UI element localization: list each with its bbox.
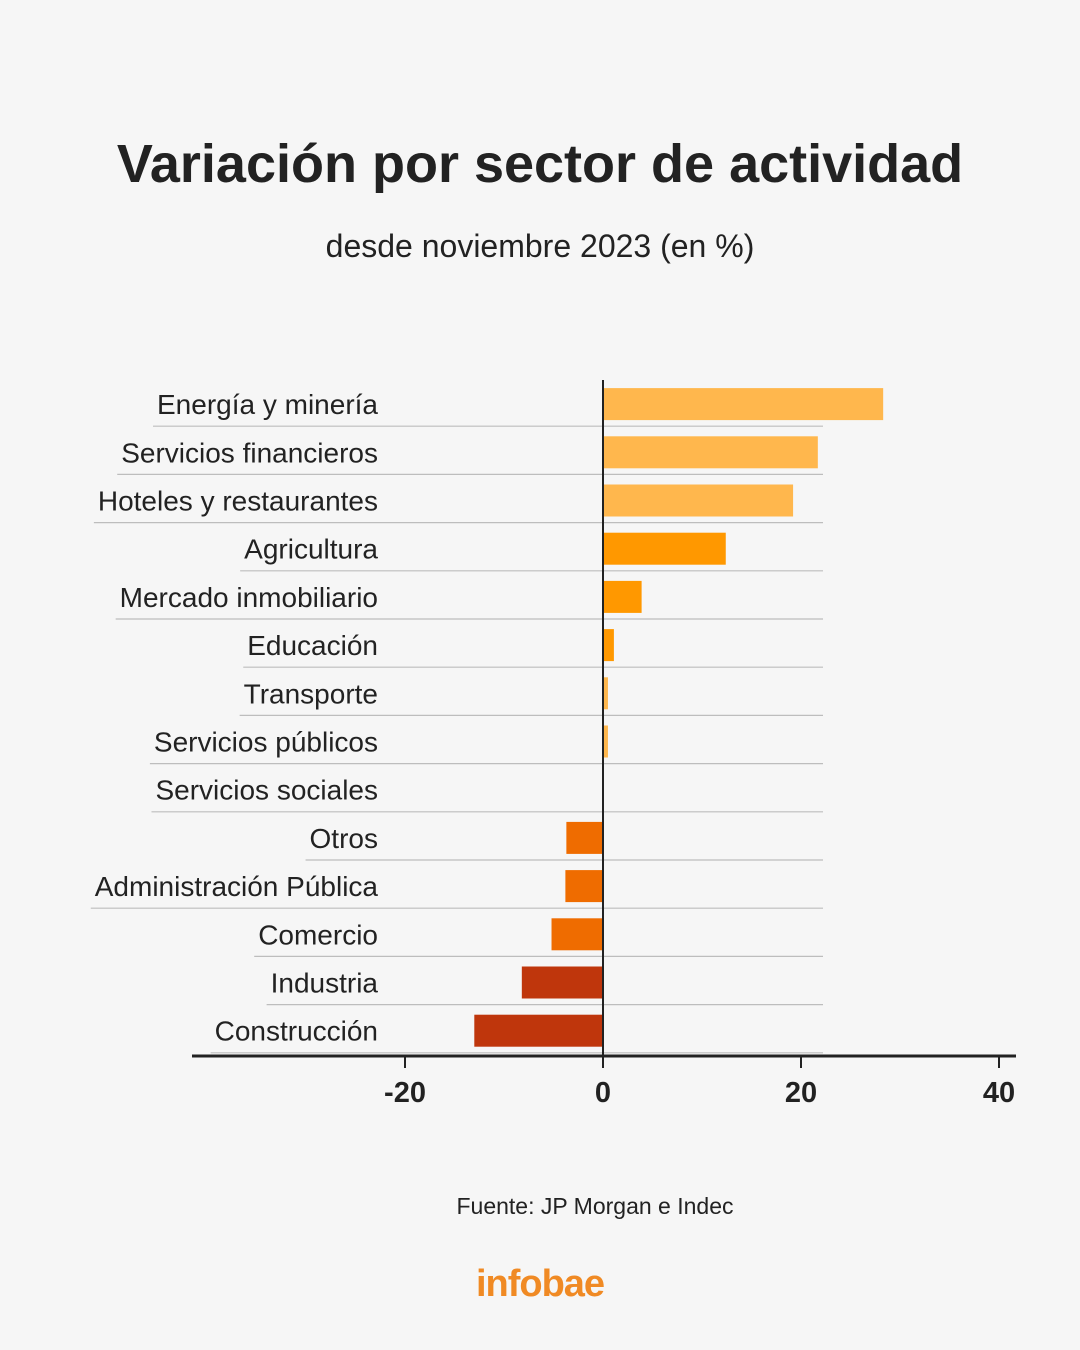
category-label: Otros [310, 823, 378, 854]
bar [603, 436, 818, 469]
category-label: Educación [247, 630, 378, 661]
bar [566, 821, 603, 854]
bar [551, 918, 603, 951]
x-tick-label: -20 [384, 1077, 426, 1109]
category-label: Servicios sociales [155, 775, 378, 806]
bar [603, 629, 614, 662]
bar [603, 532, 726, 565]
category-label: Mercado inmobiliario [120, 582, 378, 613]
bar [603, 388, 884, 421]
category-label: Servicios financieros [121, 437, 378, 468]
category-label: Comercio [258, 919, 378, 950]
chart-title: Variación por sector de actividad [116, 134, 964, 194]
infobae-logo: infobae [475, 1263, 605, 1305]
x-tick-label: 40 [983, 1077, 1015, 1109]
source-note: Fuente: JP Morgan e Indec [456, 1193, 734, 1219]
category-label: Hoteles y restaurantes [98, 486, 378, 517]
bar [603, 484, 794, 517]
category-label: Energía y minería [157, 389, 378, 420]
bar [603, 580, 642, 613]
bar [603, 725, 608, 758]
chart-subtitle: desde noviembre 2023 (en %) [325, 228, 755, 264]
category-label: Servicios públicos [154, 727, 378, 758]
bar [521, 966, 603, 999]
category-label: Industria [271, 968, 379, 999]
category-label: Construcción [215, 1016, 378, 1047]
x-tick-label: 0 [595, 1077, 611, 1109]
x-tick-label: 20 [785, 1077, 817, 1109]
bar [603, 677, 608, 710]
bar [474, 1014, 603, 1047]
category-label: Administración Pública [95, 871, 379, 902]
category-label: Transporte [244, 678, 378, 709]
bar [565, 870, 603, 903]
category-label: Agricultura [244, 534, 378, 565]
